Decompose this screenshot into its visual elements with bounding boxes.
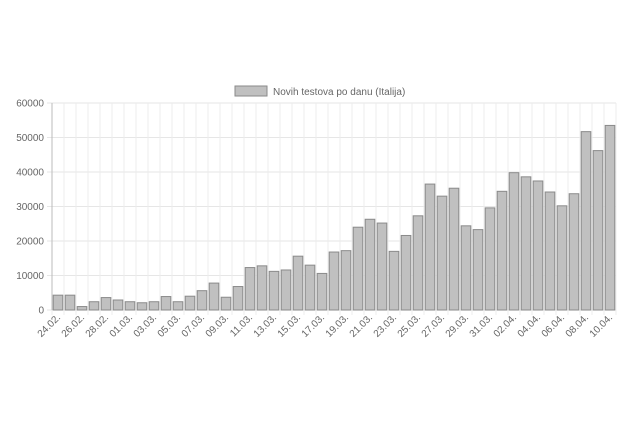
x-tick-label: 29.03. (444, 312, 471, 339)
bar (412, 215, 424, 311)
bar (532, 180, 544, 311)
bar (592, 150, 604, 311)
bar (208, 282, 220, 311)
x-tick-label: 13.03. (252, 312, 279, 339)
y-tick-label: 60000 (16, 99, 44, 110)
x-tick-label: 10.04. (588, 312, 615, 339)
bar (88, 301, 100, 311)
bar (556, 205, 568, 311)
bar (520, 176, 532, 311)
x-tick-label: 17.03. (300, 312, 327, 339)
bar (268, 270, 280, 311)
x-tick-label: 03.03. (132, 312, 159, 339)
bar (436, 195, 448, 311)
bar (232, 286, 244, 311)
bar (52, 294, 64, 311)
bar (160, 296, 172, 311)
y-tick-label: 10000 (16, 271, 44, 282)
x-tick-label: 02.04. (492, 312, 519, 339)
legend-label: Novih testova po danu (Italija) (273, 87, 405, 98)
bar (484, 207, 496, 311)
bar (580, 131, 592, 311)
bar (136, 302, 148, 311)
x-tick-label: 31.03. (468, 312, 495, 339)
x-tick-label: 21.03. (348, 312, 375, 339)
bar (544, 191, 556, 311)
bar (292, 255, 304, 311)
bar (604, 124, 616, 311)
bar (124, 301, 136, 311)
bar (64, 294, 76, 311)
legend-swatch (234, 85, 268, 97)
bar (172, 301, 184, 311)
bar (244, 267, 256, 311)
bar (424, 183, 436, 311)
x-tick-label: 19.03. (324, 312, 351, 339)
x-tick-label: 08.04. (564, 312, 591, 339)
y-tick-label: 20000 (16, 237, 44, 248)
x-tick-label: 28.02. (84, 312, 111, 339)
bar (352, 226, 364, 311)
x-tick-label: 07.03. (180, 312, 207, 339)
bar (280, 269, 292, 311)
x-tick-label: 05.03. (156, 312, 183, 339)
y-tick-label: 30000 (16, 202, 44, 213)
x-tick-label: 23.03. (372, 312, 399, 339)
x-tick-label: 11.03. (228, 312, 255, 339)
bar (328, 251, 340, 311)
bar (364, 218, 376, 311)
x-tick-label: 27.03. (420, 312, 447, 339)
bar (400, 234, 412, 311)
bar (184, 295, 196, 311)
bar (256, 265, 268, 311)
bar (76, 306, 88, 311)
bar (460, 225, 472, 311)
x-tick-label: 04.04. (516, 312, 543, 339)
y-tick-label: 40000 (16, 168, 44, 179)
bar (220, 296, 232, 311)
bar (148, 301, 160, 311)
x-tick-label: 01.03. (108, 312, 135, 339)
bar (316, 272, 328, 311)
bar (448, 187, 460, 311)
y-tick-label: 0 (38, 306, 44, 317)
bar (388, 250, 400, 311)
bar (568, 193, 580, 311)
x-tick-label: 06.04. (540, 312, 567, 339)
bar (496, 190, 508, 311)
x-tick-label: 25.03. (396, 312, 423, 339)
bar (112, 299, 124, 311)
x-tick-label: 09.03. (204, 312, 231, 339)
bar (376, 222, 388, 311)
bar (304, 264, 316, 311)
y-tick-label: 50000 (16, 133, 44, 144)
bar (100, 297, 112, 311)
bar (196, 290, 208, 311)
bar (472, 229, 484, 311)
bar (508, 172, 520, 311)
bar (340, 250, 352, 311)
x-tick-label: 15.03. (276, 312, 303, 339)
x-tick-label: 26.02. (60, 312, 87, 339)
